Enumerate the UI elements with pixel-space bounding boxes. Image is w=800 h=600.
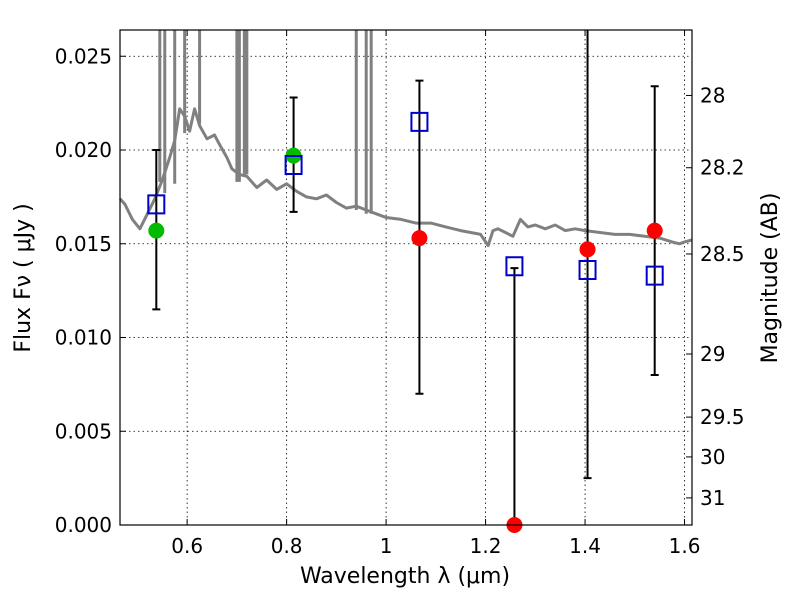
magnitude-tick-label: 28 [700,83,725,107]
y-tick-label: 0.025 [55,44,112,68]
x-tick-label: 0.8 [271,534,303,558]
y-tick-label: 0.000 [55,513,112,537]
grid-lines [120,30,692,526]
magnitude-tick-label: 28.2 [700,156,745,180]
y-tick-label: 0.005 [55,419,112,443]
magnitude-tick-label: 29 [700,342,725,366]
sed-model-series [118,30,693,248]
model-flux-square [410,111,429,132]
model-flux-square [578,260,597,280]
x-axis-label: Wavelength λ (μm) [300,564,510,589]
y-tick-label: 0.015 [55,232,112,256]
axis-ticks: 0.6 0.8 1 1.2 1.4 1.6 0.000 0.005 0.010 0.015 0.02… [55,30,745,558]
x-tick-label: 1.6 [669,534,701,558]
x-tick-label: 1 [380,534,393,558]
error-bars [152,30,659,525]
observed-flux-red-point [411,230,428,247]
x-tick-label: 1.2 [470,534,502,558]
model-flux-square [284,155,303,175]
observed-flux-red-point [579,241,596,258]
y-axis-label-right: Magnitude (AB) [758,193,783,364]
model-flux-square [505,256,524,277]
plot-frame [119,29,693,526]
sed-model-line [118,107,693,248]
observed-flux-green-point [148,222,165,239]
magnitude-tick-label: 30 [700,445,725,469]
observed-flux-red-point [646,222,663,239]
x-tick-label: 1.4 [569,534,601,558]
y-tick-label: 0.010 [55,326,112,350]
y-tick-label: 0.020 [55,138,112,162]
magnitude-tick-label: 31 [700,486,725,510]
magnitude-tick-label: 29.5 [700,405,745,429]
data-markers [147,111,664,533]
model-flux-square [147,194,166,215]
y-axis-label-left: Flux Fν ( μJy ) [11,203,36,352]
model-flux-square [645,265,664,286]
x-tick-label: 0.6 [171,534,203,558]
magnitude-tick-label: 28.5 [700,242,745,266]
